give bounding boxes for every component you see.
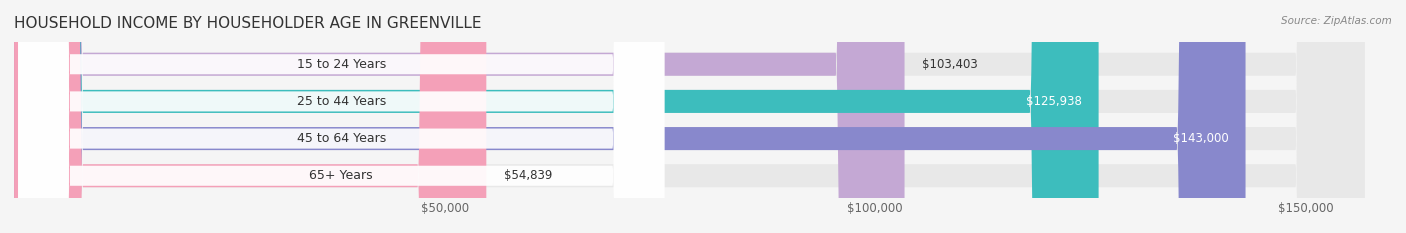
FancyBboxPatch shape (18, 0, 664, 233)
FancyBboxPatch shape (14, 0, 1364, 233)
FancyBboxPatch shape (14, 0, 1364, 233)
Text: HOUSEHOLD INCOME BY HOUSEHOLDER AGE IN GREENVILLE: HOUSEHOLD INCOME BY HOUSEHOLDER AGE IN G… (14, 16, 482, 31)
Text: $54,839: $54,839 (503, 169, 553, 182)
Text: 25 to 44 Years: 25 to 44 Years (297, 95, 385, 108)
Text: 45 to 64 Years: 45 to 64 Years (297, 132, 385, 145)
Text: $125,938: $125,938 (1025, 95, 1081, 108)
FancyBboxPatch shape (14, 0, 1364, 233)
Text: Source: ZipAtlas.com: Source: ZipAtlas.com (1281, 16, 1392, 26)
FancyBboxPatch shape (14, 0, 904, 233)
Text: $143,000: $143,000 (1173, 132, 1229, 145)
FancyBboxPatch shape (14, 0, 1246, 233)
FancyBboxPatch shape (14, 0, 1364, 233)
FancyBboxPatch shape (18, 0, 664, 233)
Text: $103,403: $103,403 (922, 58, 977, 71)
FancyBboxPatch shape (14, 0, 486, 233)
Text: 65+ Years: 65+ Years (309, 169, 373, 182)
FancyBboxPatch shape (18, 0, 664, 233)
FancyBboxPatch shape (14, 0, 1098, 233)
FancyBboxPatch shape (18, 0, 664, 233)
Text: 15 to 24 Years: 15 to 24 Years (297, 58, 385, 71)
